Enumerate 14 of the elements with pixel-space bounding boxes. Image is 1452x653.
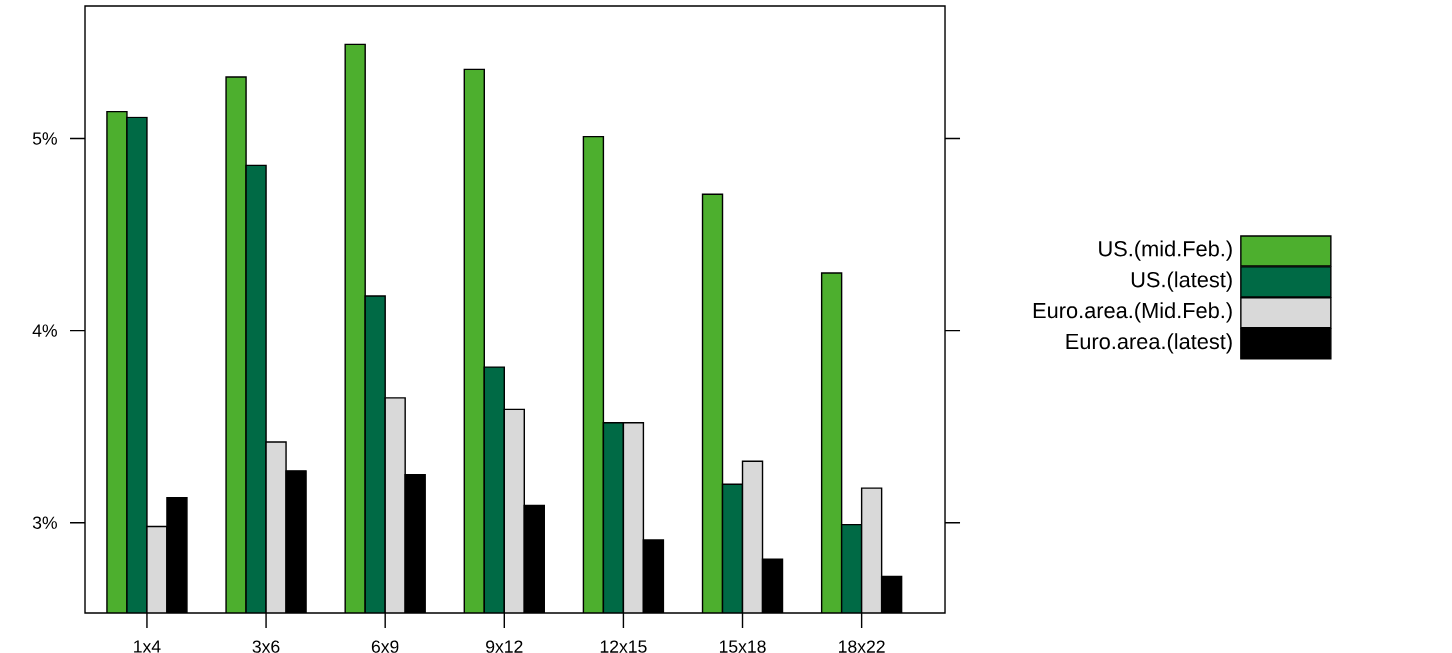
- x-tick-label: 3x6: [252, 640, 280, 653]
- x-tick-label: 18x22: [839, 640, 885, 653]
- x-tick-label: 6x9: [371, 640, 399, 653]
- x-tick-label: 1x4: [134, 640, 161, 653]
- x-tick-label: 9x12: [486, 640, 523, 653]
- y-tick-label: 4%: [32, 324, 57, 337]
- legend-label: Euro.area.(Mid.Feb.): [1033, 302, 1232, 323]
- y-tick-label: 5%: [32, 132, 57, 145]
- x-tick-label: 15x18: [719, 640, 766, 653]
- x-tick-label: 12x15: [600, 640, 647, 653]
- legend-label: US.(latest): [1131, 271, 1232, 292]
- y-tick-label: 3%: [32, 516, 57, 529]
- legend-label: Euro.area.(latest): [1066, 333, 1232, 354]
- legend-label: US.(mid.Feb.): [1099, 240, 1232, 261]
